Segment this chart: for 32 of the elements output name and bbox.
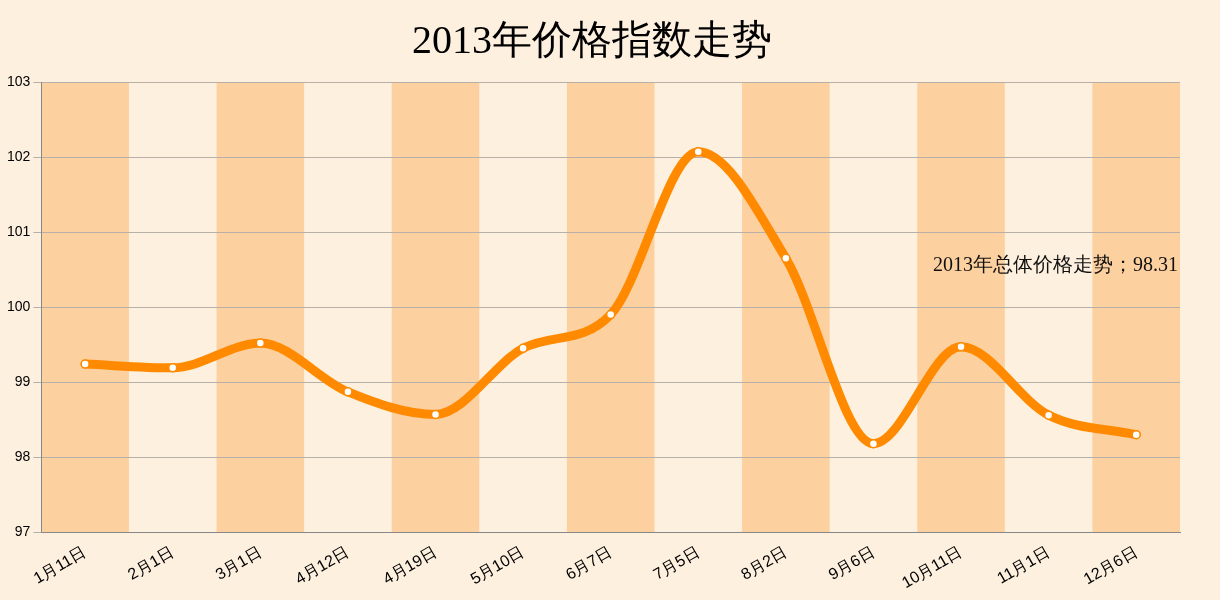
point bbox=[1131, 429, 1141, 440]
annotation: 2013年总体价格走势；98.31 bbox=[933, 253, 1178, 276]
x-tick-label: 6月7日 bbox=[562, 543, 615, 583]
y-tick-label: 103 bbox=[7, 72, 31, 89]
x-tick-label: 11月1日 bbox=[994, 543, 1053, 587]
point bbox=[1043, 410, 1054, 420]
x-tick-label: 1月11日 bbox=[30, 543, 89, 587]
x-tick-label: 12月6日 bbox=[1080, 543, 1140, 588]
x-tick-label: 9月6日 bbox=[825, 543, 878, 583]
point bbox=[693, 147, 704, 157]
x-tick-label: 5月10日 bbox=[467, 543, 527, 588]
y-tick-label: 98 bbox=[14, 448, 31, 464]
x-tick-label: 7月5日 bbox=[650, 543, 702, 583]
y-tick-label: 102 bbox=[7, 147, 31, 164]
point bbox=[430, 409, 441, 420]
point bbox=[956, 342, 966, 352]
chart-title: 2013年价格指数走势 bbox=[412, 16, 772, 62]
y-tick-label: 100 bbox=[7, 297, 31, 314]
point bbox=[518, 343, 528, 354]
x-tick-label: 8月2日 bbox=[737, 543, 790, 583]
x-tick-label: 4月19日 bbox=[379, 543, 440, 588]
x-tick-label: 10月11日 bbox=[898, 543, 965, 592]
y-tick-label: 99 bbox=[14, 372, 31, 389]
x-tick-label: 4月12日 bbox=[292, 543, 352, 588]
x-tick-label: 2月1日 bbox=[124, 543, 177, 583]
y-tick-label: 97 bbox=[14, 523, 31, 540]
point bbox=[343, 387, 353, 397]
point bbox=[80, 359, 90, 369]
point bbox=[605, 309, 616, 320]
y-tick-label: 101 bbox=[7, 222, 31, 239]
x-tick-label: 3月1日 bbox=[212, 543, 265, 583]
point bbox=[868, 438, 879, 449]
